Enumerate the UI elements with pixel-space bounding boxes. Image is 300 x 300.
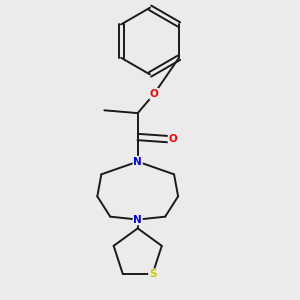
Text: O: O	[150, 89, 159, 99]
Text: N: N	[133, 157, 142, 166]
Text: O: O	[169, 134, 177, 145]
Text: N: N	[133, 214, 142, 225]
Text: S: S	[149, 269, 156, 279]
